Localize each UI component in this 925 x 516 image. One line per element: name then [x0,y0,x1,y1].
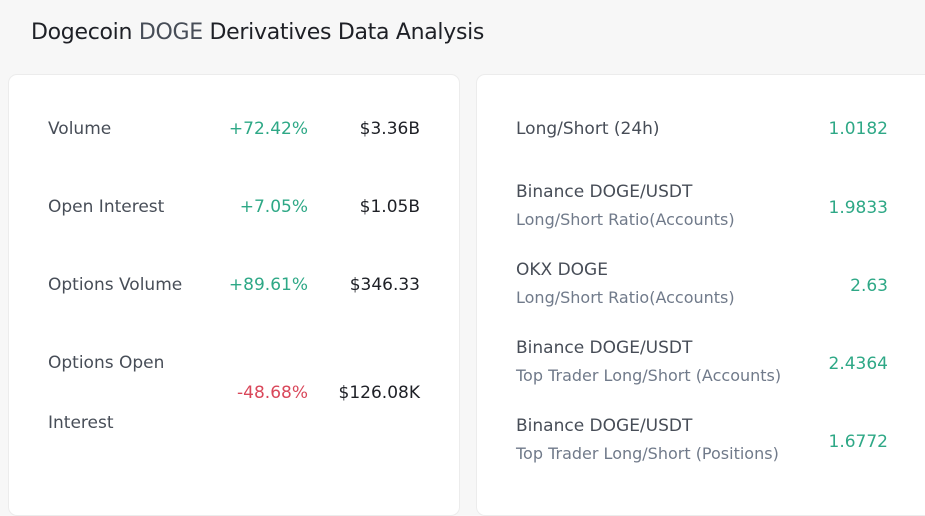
ratio-label: Binance DOGE/USDT Top Trader Long/Short (… [516,338,781,385]
stat-value: $346.33 [349,275,420,295]
stat-change: +7.05% [239,197,308,217]
page-title: Dogecoin DOGE Derivatives Data Analysis [31,20,484,45]
ratio-label: Long/Short (24h) [516,119,660,139]
ratio-label: OKX DOGE Long/Short Ratio(Accounts) [516,260,735,307]
long-short-card: Long/Short (24h) 1.0182 Binance DOGE/USD… [476,74,925,516]
title-prefix: Dogecoin [31,20,133,45]
ratio-sub: Long/Short Ratio(Accounts) [516,210,735,229]
ratio-source: Binance DOGE/USDT [516,182,693,202]
stat-change: -48.68% [237,383,308,403]
title-suffix: Derivatives Data Analysis [209,20,485,45]
stat-value: $3.36B [359,119,420,139]
stat-label: Options Volume [48,275,183,295]
stat-label: Open Interest [48,197,165,217]
stat-label-line2: Interest [48,413,114,433]
ratio-sub: Top Trader Long/Short (Positions) [516,444,779,463]
ratio-value: 1.9833 [828,198,888,218]
stat-label-line1: Options Open [48,353,165,373]
derivatives-stats-card: Volume +72.42% $3.36B Open Interest +7.0… [8,74,460,516]
ratio-source: Binance DOGE/USDT [516,338,693,358]
ratio-sub: Long/Short Ratio(Accounts) [516,288,735,307]
ratio-value: 1.6772 [828,432,888,452]
title-symbol: DOGE [138,20,203,45]
ratio-value: 2.63 [850,276,888,296]
ratio-source: OKX DOGE [516,260,608,280]
ratio-source: Binance DOGE/USDT [516,416,693,436]
ratio-label: Binance DOGE/USDT Top Trader Long/Short (… [516,416,779,463]
ratio-label: Binance DOGE/USDT Long/Short Ratio(Accoun… [516,182,735,229]
stat-value: $1.05B [359,197,420,217]
stat-change: +89.61% [228,275,308,295]
ratio-sub: Top Trader Long/Short (Accounts) [516,366,782,385]
stat-label: Volume [48,119,112,139]
ratio-value: 2.4364 [828,354,888,374]
ratio-value: 1.0182 [828,119,888,139]
stat-change: +72.42% [228,119,308,139]
stat-value: $126.08K [338,383,420,403]
